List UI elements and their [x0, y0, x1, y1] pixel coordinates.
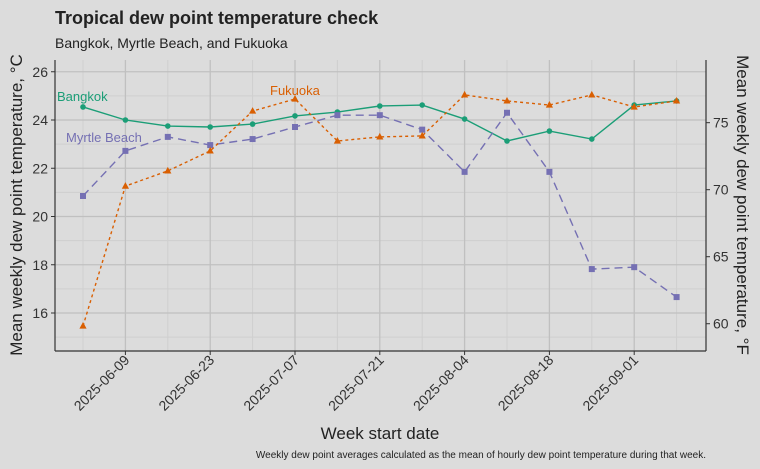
y-tick-label: 26 — [32, 64, 48, 80]
fukuoka-point — [588, 90, 596, 98]
x-tick-label: 2025-08-18 — [495, 352, 557, 414]
fukuoka-point — [630, 102, 638, 110]
y-right-tick-label: 60 — [713, 316, 729, 332]
bangkok-point — [80, 104, 86, 110]
x-tick-label: 2025-06-09 — [71, 352, 133, 414]
myrtle-beach-point — [207, 142, 214, 149]
bangkok-label: Bangkok — [57, 89, 108, 104]
fukuoka-point — [418, 131, 426, 139]
fukuoka-point — [249, 107, 257, 114]
bangkok-point — [546, 128, 553, 134]
bangkok-point — [122, 117, 129, 123]
myrtle-beach-point — [419, 126, 426, 133]
fukuoka-point — [164, 166, 172, 174]
myrtle-beach-point — [588, 266, 595, 273]
x-tick-label: 2025-07-21 — [325, 352, 387, 414]
bangkok-point — [419, 102, 426, 108]
bangkok-point — [292, 113, 298, 119]
myrtle-beach-point — [461, 168, 468, 175]
x-tick-label: 2025-07-07 — [240, 352, 302, 414]
fukuoka-point — [545, 101, 553, 108]
bangkok-point — [165, 123, 171, 129]
y-tick-label: 22 — [32, 160, 48, 176]
fukuoka-point — [79, 322, 87, 329]
myrtle-beach-point — [334, 112, 341, 119]
bangkok-point — [504, 138, 510, 144]
y-axis-right-label: Mean weekly dew point temperature, °F — [733, 55, 752, 355]
myrtle-beach-point — [292, 123, 298, 130]
y-tick-label: 24 — [32, 112, 48, 128]
myrtle-beach-point — [249, 136, 256, 143]
fukuoka-line — [82, 94, 677, 327]
fukuoka-point — [206, 146, 214, 154]
y-tick-label: 18 — [32, 257, 48, 273]
fukuoka-point — [376, 132, 384, 140]
bangkok-point — [377, 103, 383, 109]
myrtle-beach-label: Myrtle Beach — [66, 130, 142, 145]
myrtle-beach-point — [376, 112, 383, 119]
y-right-tick-label: 70 — [713, 182, 729, 198]
myrtle-beach-point — [673, 294, 680, 301]
myrtle-beach-point — [504, 109, 510, 116]
bangkok-point — [461, 116, 468, 122]
y-right-tick-label: 65 — [713, 249, 729, 265]
bangkok-point — [589, 136, 595, 142]
fukuoka-point — [673, 96, 681, 104]
caption: Weekly dew point averages calculated as … — [256, 450, 706, 461]
myrtle-beach-point — [546, 168, 553, 175]
myrtle-beach-point — [80, 192, 86, 199]
y-right-tick-label: 75 — [713, 115, 729, 131]
fukuoka-point — [503, 96, 511, 104]
fukuoka-point — [333, 136, 341, 144]
y-tick-label: 16 — [32, 305, 48, 321]
y-axis-label: Mean weekly dew point temperature, °C — [7, 54, 26, 356]
bangkok-point — [249, 121, 256, 127]
x-tick-label: 2025-09-01 — [579, 352, 641, 414]
x-tick-label: 2025-08-04 — [410, 352, 472, 414]
x-axis-label: Week start date — [321, 424, 440, 443]
chart-title: Tropical dew point temperature check — [55, 8, 379, 28]
fukuoka-point — [121, 182, 129, 189]
fukuoka-point — [461, 90, 469, 98]
x-tick-label: 2025-06-23 — [155, 352, 217, 414]
bangkok-point — [207, 124, 213, 130]
fukuoka-point — [291, 95, 299, 102]
myrtle-beach-point — [122, 147, 129, 154]
fukuoka-label: Fukuoka — [270, 83, 321, 98]
myrtle-beach-line — [82, 111, 678, 298]
myrtle-beach-point — [164, 133, 171, 140]
myrtle-beach-point — [631, 264, 638, 271]
y-tick-label: 20 — [32, 209, 48, 225]
chart-subtitle: Bangkok, Myrtle Beach, and Fukuoka — [55, 35, 288, 51]
